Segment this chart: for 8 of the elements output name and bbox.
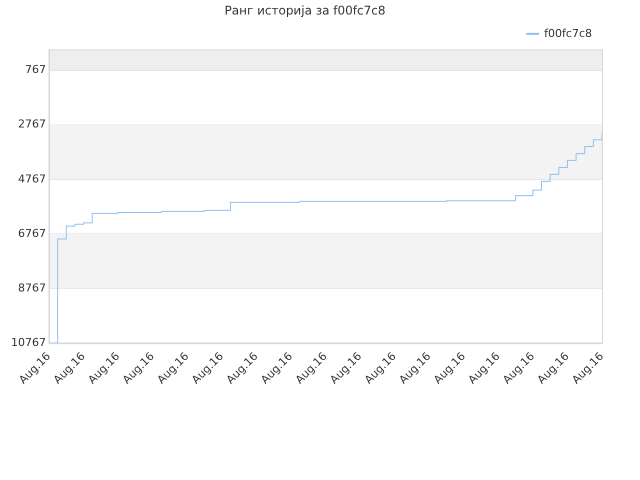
legend-label: f00fc7c8 [544, 26, 592, 40]
y-tick-label: 8767 [18, 281, 46, 294]
chart-title: Ранг историја за f00fc7c8 [224, 3, 386, 18]
y-tick-label: 2767 [18, 118, 46, 131]
y-tick-label: 4767 [18, 172, 46, 186]
y-tick-label: 6767 [18, 226, 46, 240]
y-tick-label: 767 [24, 63, 46, 76]
y-tick-label: 10767 [10, 336, 46, 349]
